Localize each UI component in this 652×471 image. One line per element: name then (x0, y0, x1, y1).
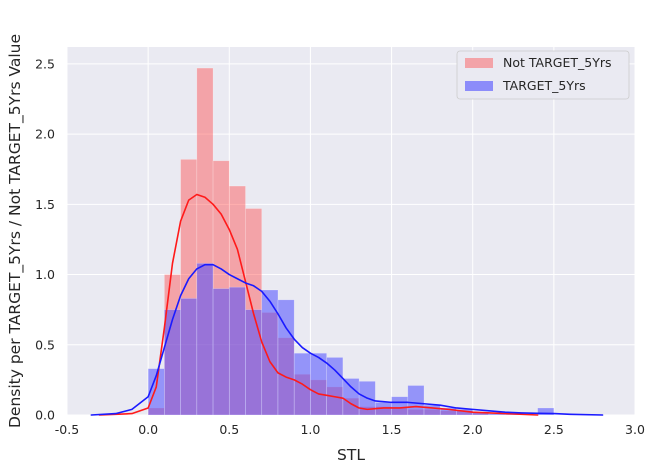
histogram-bar (212, 288, 230, 416)
kde-curves (90, 193, 604, 416)
legend-frame (456, 50, 630, 100)
x-tick-label: 2.5 (544, 422, 564, 437)
x-tick-label: 0.5 (219, 422, 239, 437)
x-tick-label: 0.0 (138, 422, 158, 437)
kde-line (98, 193, 539, 416)
histogram-bar (164, 309, 181, 416)
y-tick-label: 1.0 (35, 267, 55, 282)
histogram-bars (147, 67, 555, 416)
histogram-bar (537, 407, 555, 416)
histogram-bar (423, 404, 441, 416)
legend: Not TARGET_5Yrs TARGET_5Yrs (456, 50, 630, 100)
histogram-bar (407, 385, 425, 416)
x-tick-label: 1.0 (300, 422, 320, 437)
histogram-bar (196, 263, 214, 416)
kde-line (90, 263, 604, 416)
y-tick-label: 0.0 (35, 408, 55, 423)
plot-background (67, 47, 635, 415)
x-tick-label: 1.5 (382, 422, 402, 437)
histogram-bar (391, 396, 409, 416)
x-axis-label: STL (337, 446, 365, 464)
y-tick-label: 1.5 (35, 197, 55, 212)
legend-label-not-target: Not TARGET_5Yrs (503, 55, 611, 70)
x-tick-label: -0.5 (55, 422, 79, 437)
x-tick-label: 3.0 (625, 422, 645, 437)
y-tick-labels: 0.0 0.5 1.0 1.5 2.0 2.5 (35, 56, 55, 422)
histogram-bar (228, 286, 246, 416)
y-tick-label: 0.5 (35, 337, 55, 352)
histogram-bar (342, 378, 360, 416)
y-axis-label: Density per TARGET_5Yrs / Not TARGET_5Yr… (6, 34, 25, 428)
histogram-bar (245, 309, 263, 416)
legend-label-target: TARGET_5Yrs (502, 78, 586, 93)
histogram-bar (180, 298, 198, 416)
x-tick-label: 2.0 (463, 422, 483, 437)
y-tick-label: 2.5 (35, 56, 55, 71)
legend-swatch-not-target (465, 58, 493, 68)
histogram-bar (310, 352, 327, 416)
y-tick-label: 2.0 (35, 127, 55, 142)
x-tick-labels: -0.5 0.0 0.5 1.0 1.5 2.0 2.5 3.0 (55, 422, 645, 437)
legend-swatch-target (465, 81, 493, 91)
